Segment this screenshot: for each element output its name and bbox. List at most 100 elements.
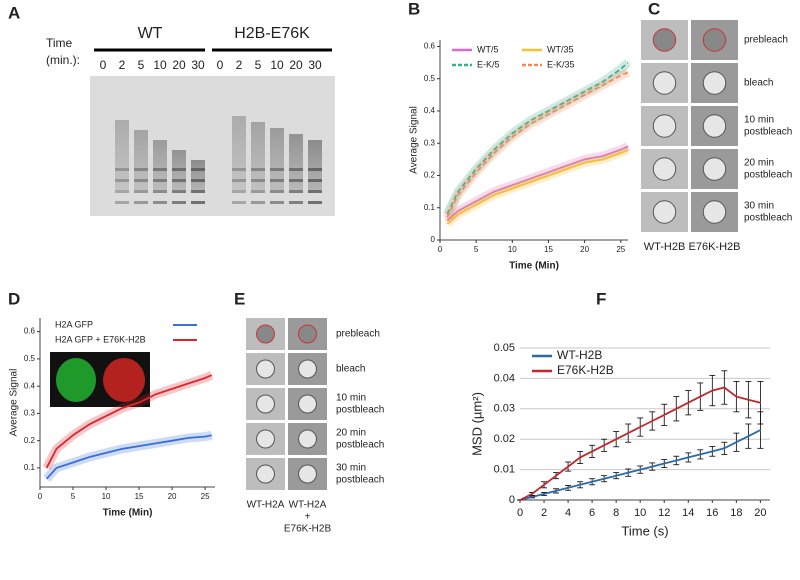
gel-band: [232, 179, 246, 182]
y-tick-label: 0.6: [24, 327, 36, 336]
gel-band: [232, 201, 246, 204]
panel-letter: A: [8, 3, 20, 22]
x-tick-label: 15: [544, 245, 553, 254]
column-label: WT-H2A: [247, 500, 285, 511]
y-axis-label: Average Signal: [9, 369, 20, 437]
y-tick-label: 0.3: [24, 409, 36, 418]
x-axis-label: Time (s): [621, 523, 668, 538]
gel-band: [115, 201, 129, 204]
gel-band: [115, 179, 129, 182]
gel-lanes: [115, 116, 322, 204]
row-label: bleach: [336, 364, 365, 375]
bleach-spot: [652, 28, 677, 52]
gel-band: [289, 201, 303, 204]
row-label: 30 min: [744, 201, 774, 212]
gel-band: [251, 179, 265, 182]
bleach-spot: [652, 71, 677, 95]
row-label: bleach: [744, 78, 773, 89]
x-tick-label: 20: [168, 492, 177, 501]
bleach-spot: [702, 28, 727, 52]
x-tick-label: 6: [589, 507, 595, 519]
series-line: [446, 71, 629, 218]
time-tick: 0: [217, 58, 224, 72]
y-tick-label: 0.3: [424, 138, 436, 147]
bleach-spot: [652, 114, 677, 138]
gel-band: [153, 190, 167, 193]
time-tick: 5: [255, 58, 262, 72]
x-tick-label: 16: [706, 507, 718, 519]
gel-band: [270, 168, 284, 171]
gel-band: [191, 168, 205, 171]
series-line: [519, 386, 761, 501]
column-label: WT-H2B: [644, 241, 686, 253]
bleach-spot: [702, 157, 727, 181]
legend-label: H2A GFP: [55, 319, 93, 329]
gel-band: [191, 179, 205, 182]
gel-band: [289, 179, 303, 182]
gel-band: [172, 168, 186, 171]
bleach-spot: [298, 464, 317, 484]
x-tick-label: 14: [682, 507, 694, 519]
row-label: 10 min: [336, 393, 366, 404]
y-tick-label: 0.2: [24, 436, 36, 445]
gel-band: [232, 190, 246, 193]
bleach-spot: [256, 464, 275, 484]
legend-label: WT/5: [477, 44, 499, 54]
bleach-spot: [256, 394, 275, 414]
group-label: H2B-E76K: [234, 25, 310, 42]
row-label: postbleach: [744, 170, 792, 181]
panel-letter: C: [648, 0, 660, 18]
gel-band: [308, 201, 322, 204]
time-tick: 2: [236, 58, 243, 72]
series-line: [446, 61, 629, 215]
x-tick-label: 2: [541, 507, 547, 519]
y-tick-label: 0.6: [424, 42, 436, 51]
row-label: prebleach: [336, 329, 380, 340]
gel-band: [134, 179, 148, 182]
row-label: postbleach: [744, 127, 792, 138]
x-tick-label: 5: [71, 492, 76, 501]
x-tick-label: 20: [754, 507, 766, 519]
panel-letter: D: [8, 289, 20, 308]
y-tick-label: 0.01: [494, 464, 515, 476]
bleach-spot: [256, 324, 275, 344]
row-label: 20 min: [744, 158, 774, 169]
x-tick-label: 0: [438, 245, 443, 254]
y-tick-label: 0.4: [424, 106, 436, 115]
bleach-spot: [298, 359, 317, 379]
legend-label: WT-H2B: [557, 348, 602, 362]
time-tick: 10: [270, 58, 284, 72]
x-axis-label: Time (Min): [103, 508, 153, 519]
gel-band: [289, 168, 303, 171]
gel-band: [134, 201, 148, 204]
group-label: WT: [138, 25, 163, 42]
y-tick-label: 0.4: [24, 381, 36, 390]
y-tick-label: 0.2: [424, 171, 436, 180]
gel-band: [153, 201, 167, 204]
series-line: [45, 374, 213, 469]
row-label: postbleach: [336, 405, 384, 416]
time-tick: 20: [172, 58, 186, 72]
series-line: [519, 429, 761, 501]
gel-band: [153, 168, 167, 171]
gel-band: [153, 179, 167, 182]
x-tick-label: 25: [201, 492, 210, 501]
x-tick-label: 10: [508, 245, 517, 254]
nucleus-red: [103, 358, 145, 402]
row-label: postbleach: [336, 475, 384, 486]
column-label: E76K-H2B: [284, 524, 332, 535]
row-label: prebleach: [744, 35, 788, 46]
time-tick: 10: [153, 58, 167, 72]
x-axis-label: Time (Min): [509, 261, 559, 272]
lane-smear: [115, 120, 129, 190]
gel-band: [308, 179, 322, 182]
gel-band: [232, 168, 246, 171]
bleach-spot: [702, 114, 727, 138]
x-tick-label: 20: [580, 245, 589, 254]
time-tick: 30: [191, 58, 205, 72]
x-tick-label: 5: [474, 245, 479, 254]
y-tick-label: 0.5: [24, 354, 36, 363]
time-tick: 0: [100, 58, 107, 72]
bleach-spot: [298, 324, 317, 344]
